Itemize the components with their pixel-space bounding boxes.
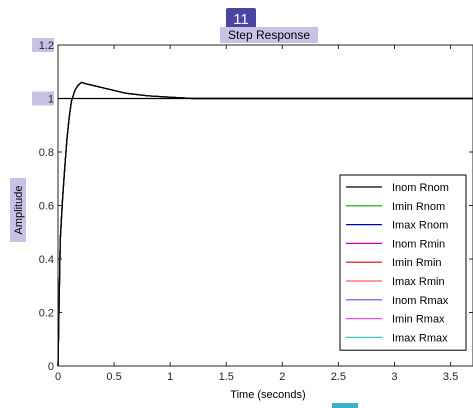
legend-label: Inom Rmax (392, 295, 449, 307)
y-tick-highlight (32, 38, 54, 52)
legend-label: Inom Rmin (392, 238, 445, 250)
x-tick-label: 0 (55, 371, 61, 383)
y-tick-label: 1.2 (39, 40, 54, 52)
x-tick-label: 1.5 (219, 371, 234, 383)
y-axis-label-highlight (10, 178, 26, 242)
x-tick-label: 0.5 (106, 371, 121, 383)
y-axis-label: Amplitude (13, 186, 25, 235)
x-tick-label: 2 (279, 371, 285, 383)
x-axis-label: Time (seconds) (230, 389, 305, 401)
y-tick-label: 0.8 (39, 147, 54, 159)
x-tick-label: 3 (391, 371, 397, 383)
legend-label: Imax Rmax (392, 332, 448, 344)
y-tick-label: 0.2 (39, 308, 54, 320)
x-tick-label: 3.5 (443, 371, 458, 383)
y-tick-label: 1 (48, 94, 54, 106)
legend-label: Imax Rnom (392, 220, 448, 232)
legend-label: Imin Rmin (392, 257, 442, 269)
legend-label: Inom Rnom (392, 182, 449, 194)
y-tick-label: 0.4 (39, 254, 54, 266)
x-tick-label: 2.5 (331, 371, 346, 383)
chart-title: Step Response (220, 27, 318, 43)
x-tick-label: 1 (167, 371, 173, 383)
annotation-highlight-bar (332, 403, 358, 408)
y-tick-label: 0 (48, 361, 54, 373)
legend-label: Imax Rmin (392, 276, 445, 288)
y-tick-highlight (32, 91, 54, 106)
legend-label: Imin Rnom (392, 201, 445, 213)
y-tick-label: 0.6 (39, 201, 54, 213)
legend-label: Imin Rmax (392, 314, 445, 326)
